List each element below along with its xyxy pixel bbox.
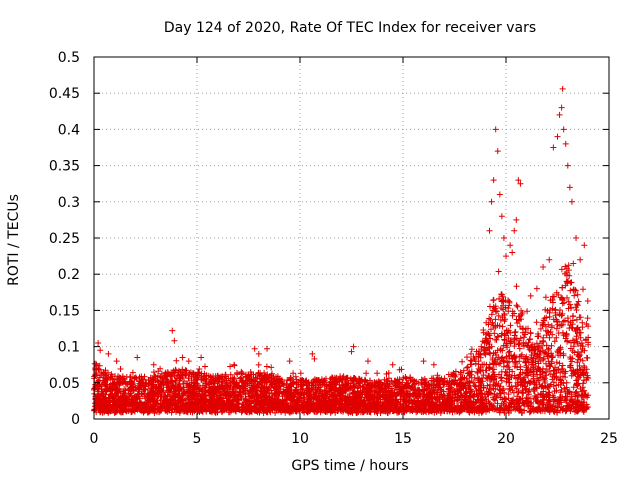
y-tick-label: 0.3: [58, 195, 80, 211]
data-point: [309, 350, 316, 357]
data-point: [389, 361, 396, 368]
data-point: [171, 337, 178, 344]
data-point: [500, 235, 507, 241]
data-point: [546, 256, 553, 263]
data-point: [467, 350, 474, 357]
data-point: [430, 361, 437, 368]
data-point: [488, 198, 495, 205]
data-point: [150, 361, 157, 368]
data-point: [581, 242, 588, 249]
data-points: [91, 85, 592, 417]
data-point: [496, 191, 503, 198]
data-point: [311, 355, 318, 362]
data-point: [134, 354, 141, 361]
y-tick-label: 0.45: [49, 86, 80, 102]
data-point: [533, 285, 540, 292]
data-point: [498, 213, 505, 220]
data-point: [490, 177, 497, 184]
data-point: [568, 198, 575, 205]
data-point: [179, 354, 186, 361]
data-point: [559, 85, 566, 92]
y-tick-label: 0.2: [58, 267, 80, 283]
x-tick-label: 5: [193, 431, 202, 447]
y-tick-label: 0.4: [58, 122, 80, 138]
y-tick-label: 0.25: [49, 231, 80, 247]
data-point: [540, 263, 547, 270]
data-point: [348, 348, 355, 355]
y-axis-title: ROTI / TECUs: [6, 194, 22, 286]
data-point: [97, 347, 104, 354]
data-point: [350, 343, 357, 350]
data-point: [566, 184, 573, 191]
data-point: [517, 180, 524, 187]
data-point: [507, 242, 514, 249]
data-point: [255, 350, 262, 357]
data-point: [511, 227, 518, 234]
data-point: [562, 140, 569, 147]
data-point: [560, 126, 567, 133]
axis-ticks: [93, 56, 610, 420]
data-point: [558, 104, 565, 111]
data-point: [515, 177, 522, 184]
data-point: [564, 162, 571, 169]
data-point: [573, 235, 580, 241]
data-point: [113, 358, 120, 365]
data-point: [420, 358, 427, 365]
data-point: [554, 133, 561, 140]
data-point: [105, 350, 112, 357]
x-tick-label: 10: [291, 431, 309, 447]
data-point: [478, 343, 485, 350]
data-point: [503, 253, 509, 260]
data-point: [286, 358, 293, 365]
x-tick-label: 15: [394, 431, 412, 447]
data-point: [509, 249, 516, 256]
data-point: [492, 126, 499, 133]
data-point: [95, 339, 102, 346]
y-tick-label: 0.35: [49, 159, 80, 175]
data-point: [169, 327, 176, 334]
data-point: [364, 358, 371, 365]
data-point: [198, 354, 205, 361]
x-axis-title: GPS time / hours: [291, 458, 408, 474]
data-point: [251, 345, 258, 352]
point-cloud: [91, 260, 592, 417]
data-point: [556, 111, 563, 118]
data-point: [527, 292, 534, 299]
data-point: [486, 227, 493, 234]
data-point: [494, 148, 501, 155]
data-point: [513, 216, 520, 223]
data-point: [185, 358, 192, 365]
x-tick-label: 25: [600, 431, 618, 447]
y-tick-label: 0: [71, 412, 80, 428]
data-point: [231, 361, 238, 368]
y-tick-label: 0.5: [58, 50, 80, 66]
data-point: [264, 345, 271, 352]
data-point: [577, 256, 584, 263]
y-tick-label: 0.1: [58, 340, 80, 356]
tick-labels: 0 5 10 15 20 25 0 0.05 0.1 0.15 0.2 0.25 0.3 0.35 0.4 0…: [49, 50, 618, 447]
y-tick-label: 0.15: [49, 303, 80, 319]
chart-title: Day 124 of 2020, Rate Of TEC Index for r…: [164, 20, 536, 36]
y-tick-label: 0.05: [49, 376, 80, 392]
x-tick-label: 0: [90, 431, 99, 447]
data-point: [550, 144, 557, 151]
x-tick-label: 20: [497, 431, 515, 447]
